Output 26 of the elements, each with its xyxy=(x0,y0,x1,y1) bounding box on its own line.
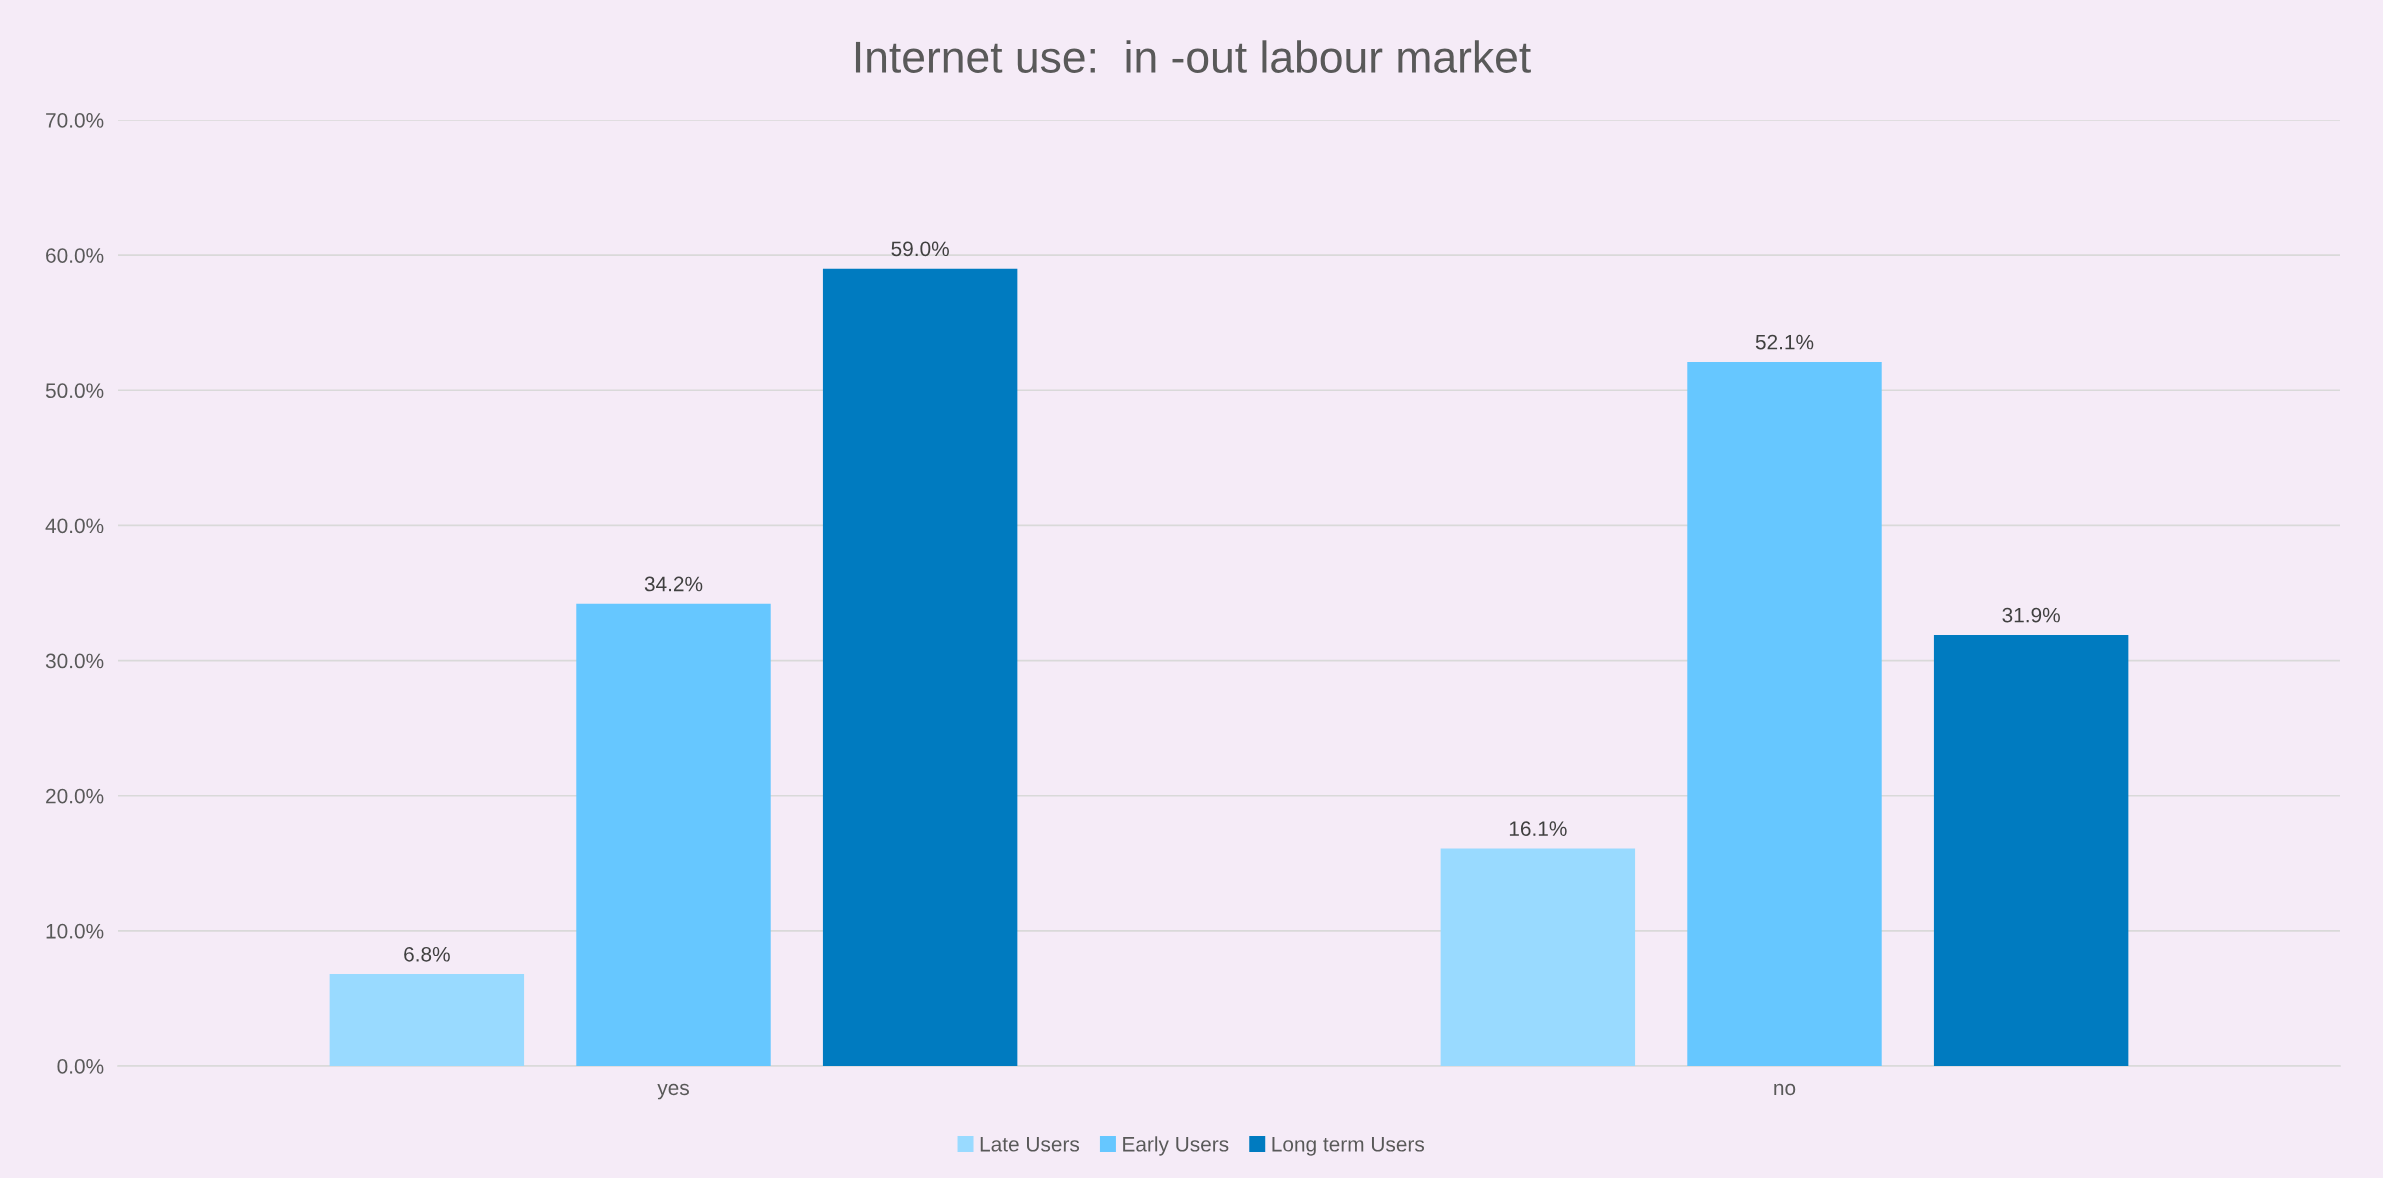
bar xyxy=(1687,361,1882,1066)
y-tick-label: 20.0% xyxy=(46,788,104,804)
data-label: 16.1% xyxy=(1509,821,1567,836)
x-tick-label: yes xyxy=(657,1083,689,1100)
data-label: 59.0% xyxy=(891,241,949,257)
bar xyxy=(822,268,1018,1066)
y-tick-label: 30.0% xyxy=(45,653,104,669)
legend-label: Long term Users xyxy=(1272,1137,1425,1156)
data-label: 52.1% xyxy=(1755,334,1814,350)
bar xyxy=(1440,848,1636,1066)
bar xyxy=(1933,634,2129,1066)
data-label: 6.8% xyxy=(404,946,450,962)
y-tick-label: 0.0% xyxy=(57,1059,104,1074)
y-tick-label: 60.0% xyxy=(46,248,104,263)
x-tick-label: no xyxy=(1774,1083,1796,1096)
bar xyxy=(329,974,525,1066)
chart-title: Internet use: in -out labour market xyxy=(855,40,1531,73)
legend-label: Late Users xyxy=(980,1137,1080,1152)
y-tick-label: 70.0% xyxy=(46,113,104,128)
bar xyxy=(576,603,771,1066)
y-tick-label: 10.0% xyxy=(46,923,104,939)
data-label: 34.2% xyxy=(644,576,703,592)
data-label: 31.9% xyxy=(2002,607,2060,623)
y-tick-label: 50.0% xyxy=(45,383,104,399)
legend-label: Early Users xyxy=(1123,1136,1229,1156)
y-tick-label: 40.0% xyxy=(45,518,104,534)
